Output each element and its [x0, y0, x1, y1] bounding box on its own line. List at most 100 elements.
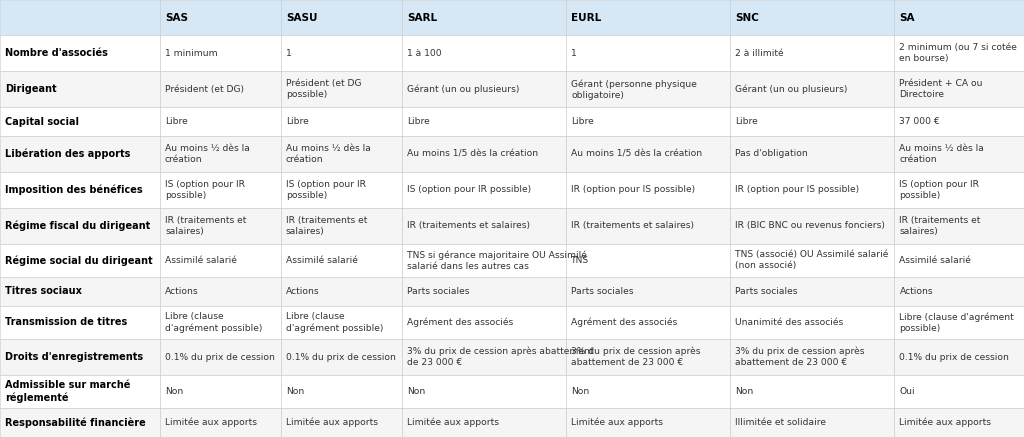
Bar [160, 172, 281, 208]
Bar [0, 71, 160, 107]
Text: Droits d'enregistrements: Droits d'enregistrements [5, 352, 143, 362]
Text: IR (traitements et
salaires): IR (traitements et salaires) [286, 215, 368, 236]
Bar [566, 35, 730, 71]
Bar [160, 339, 281, 375]
Bar [0, 339, 160, 375]
Text: 3% du prix de cession après
abattement de 23 000 €: 3% du prix de cession après abattement d… [735, 347, 865, 368]
Bar [566, 172, 730, 208]
Bar [401, 208, 566, 243]
Bar [160, 243, 281, 277]
Bar [281, 409, 401, 437]
Bar [730, 136, 894, 172]
Text: Assimilé salarié: Assimilé salarié [165, 256, 237, 265]
Bar [0, 409, 160, 437]
Text: TNS: TNS [571, 256, 589, 265]
Text: 3% du prix de cession après abattement
de 23 000 €: 3% du prix de cession après abattement d… [407, 347, 594, 368]
Bar [566, 243, 730, 277]
Text: Limitée aux apports: Limitée aux apports [571, 418, 664, 427]
Bar [160, 305, 281, 339]
Bar [894, 208, 1024, 243]
Bar [160, 277, 281, 305]
Text: Libre (clause
d'agrément possible): Libre (clause d'agrément possible) [286, 312, 383, 333]
Bar [894, 136, 1024, 172]
Bar [160, 375, 281, 409]
Text: Libération des apports: Libération des apports [5, 149, 130, 159]
Bar [160, 107, 281, 136]
Bar [281, 35, 401, 71]
Text: Limitée aux apports: Limitée aux apports [165, 418, 257, 427]
Text: 2 minimum (ou 7 si cotée
en bourse): 2 minimum (ou 7 si cotée en bourse) [899, 43, 1018, 63]
Bar [730, 375, 894, 409]
Bar [281, 71, 401, 107]
Text: IR (option pour IS possible): IR (option pour IS possible) [571, 185, 695, 194]
Text: Limitée aux apports: Limitée aux apports [286, 418, 378, 427]
Text: IR (traitements et
salaires): IR (traitements et salaires) [899, 215, 981, 236]
Bar [401, 172, 566, 208]
Text: EURL: EURL [571, 13, 601, 23]
Bar [281, 339, 401, 375]
Bar [894, 0, 1024, 35]
Bar [566, 375, 730, 409]
Bar [730, 71, 894, 107]
Bar [730, 409, 894, 437]
Bar [566, 339, 730, 375]
Bar [160, 71, 281, 107]
Text: 1 minimum: 1 minimum [165, 49, 218, 58]
Bar [160, 0, 281, 35]
Text: Libre: Libre [407, 117, 430, 126]
Text: Parts sociales: Parts sociales [407, 287, 469, 296]
Bar [894, 107, 1024, 136]
Text: Parts sociales: Parts sociales [571, 287, 634, 296]
Text: IR (option pour IS possible): IR (option pour IS possible) [735, 185, 859, 194]
Bar [0, 243, 160, 277]
Text: TNS (associé) OU Assimilé salarié
(non associé): TNS (associé) OU Assimilé salarié (non a… [735, 250, 889, 271]
Bar [0, 35, 160, 71]
Text: Gérant (un ou plusieurs): Gérant (un ou plusieurs) [407, 85, 519, 94]
Bar [730, 35, 894, 71]
Bar [566, 136, 730, 172]
Text: 3% du prix de cession après
abattement de 23 000 €: 3% du prix de cession après abattement d… [571, 347, 700, 368]
Bar [281, 375, 401, 409]
Bar [0, 277, 160, 305]
Text: 1 à 100: 1 à 100 [407, 49, 441, 58]
Text: IS (option pour IR
possible): IS (option pour IR possible) [286, 180, 366, 200]
Text: SASU: SASU [286, 13, 317, 23]
Bar [730, 243, 894, 277]
Text: Au moins 1/5 dès la création: Au moins 1/5 dès la création [407, 149, 538, 158]
Bar [566, 0, 730, 35]
Text: IS (option pour IR
possible): IS (option pour IR possible) [899, 180, 980, 200]
Bar [894, 375, 1024, 409]
Bar [894, 243, 1024, 277]
Bar [401, 35, 566, 71]
Text: Imposition des bénéfices: Imposition des bénéfices [5, 184, 142, 195]
Text: Limitée aux apports: Limitée aux apports [407, 418, 499, 427]
Text: Libre (clause
d'agrément possible): Libre (clause d'agrément possible) [165, 312, 262, 333]
Bar [894, 339, 1024, 375]
Text: Président + CA ou
Directoire: Président + CA ou Directoire [899, 79, 983, 99]
Text: Non: Non [165, 387, 183, 396]
Text: Président (et DG
possible): Président (et DG possible) [286, 79, 361, 99]
Bar [730, 305, 894, 339]
Bar [0, 136, 160, 172]
Text: 0.1% du prix de cession: 0.1% du prix de cession [286, 353, 396, 361]
Text: Titres sociaux: Titres sociaux [5, 286, 82, 296]
Text: Parts sociales: Parts sociales [735, 287, 798, 296]
Bar [730, 339, 894, 375]
Text: Illimitée et solidaire: Illimitée et solidaire [735, 418, 826, 427]
Text: 1: 1 [571, 49, 577, 58]
Text: Libre: Libre [165, 117, 187, 126]
Bar [566, 71, 730, 107]
Text: 1: 1 [286, 49, 292, 58]
Bar [401, 277, 566, 305]
Bar [401, 0, 566, 35]
Text: Unanimité des associés: Unanimité des associés [735, 318, 844, 327]
Text: Au moins 1/5 dès la création: Au moins 1/5 dès la création [571, 149, 702, 158]
Text: Au moins ½ dès la
création: Au moins ½ dès la création [165, 144, 250, 164]
Bar [160, 136, 281, 172]
Text: Admissible sur marché
réglementé: Admissible sur marché réglementé [5, 380, 130, 403]
Text: Agrément des associés: Agrément des associés [407, 318, 513, 327]
Bar [730, 0, 894, 35]
Text: Actions: Actions [286, 287, 319, 296]
Text: 2 à illimité: 2 à illimité [735, 49, 784, 58]
Bar [281, 0, 401, 35]
